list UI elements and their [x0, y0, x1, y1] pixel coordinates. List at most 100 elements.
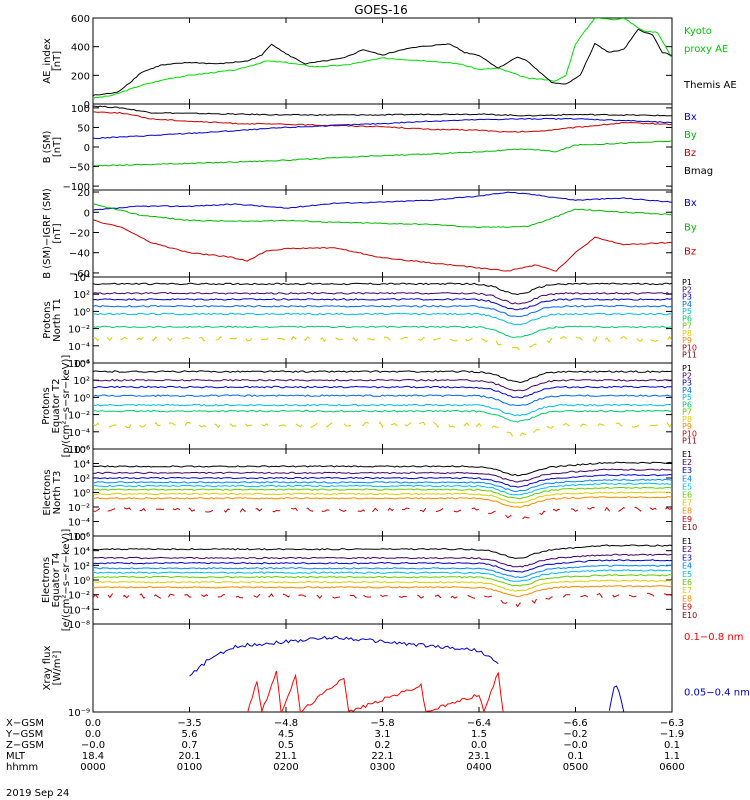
legend-item: P4 — [682, 300, 692, 309]
legend-item: P6 — [682, 400, 692, 409]
channel-line — [93, 585, 672, 598]
xaxis-value: 0.0 — [85, 718, 101, 729]
data-layer — [93, 18, 672, 100]
y-axis-label: Xray flux — [42, 646, 53, 691]
panel-frame — [92, 276, 673, 364]
legend-item: E1 — [682, 450, 692, 459]
y-tick-label: 400 — [71, 43, 90, 54]
data-layer — [93, 191, 672, 272]
channel-line — [93, 312, 672, 326]
y-tick-label: 600 — [71, 14, 90, 25]
legend-item: By — [684, 222, 697, 233]
y-tick-label: 10⁻⁴ — [68, 428, 90, 439]
y-tick-label: 10⁰ — [73, 307, 90, 318]
xaxis-value: 0.0 — [85, 729, 101, 740]
channel-line — [93, 559, 672, 573]
xaxis-value: −5.8 — [370, 718, 394, 729]
legend: Bx By Bz Bmag — [684, 112, 713, 177]
legend-item: E5 — [682, 482, 692, 491]
y-tick-label: 10⁻⁶ — [68, 445, 90, 456]
y-axis-label: Electrons — [42, 469, 53, 515]
channel-line — [93, 304, 672, 318]
series-line — [93, 18, 672, 100]
legend-item: Bmag — [684, 166, 713, 177]
channel-line — [93, 394, 672, 407]
xaxis-row-label: X−GSM — [6, 718, 44, 729]
xaxis-value: 0.2 — [375, 740, 391, 751]
legend-item: E7 — [682, 499, 692, 508]
y-axis-label: Protons — [41, 387, 52, 424]
xaxis-value: −6.6 — [563, 718, 587, 729]
channel-line — [93, 282, 672, 296]
panel-frame — [92, 189, 673, 278]
y-tick-label: 10² — [73, 376, 90, 387]
series-line — [93, 117, 672, 140]
legend-item: P8 — [682, 329, 692, 338]
y-tick-label: 10⁻² — [68, 591, 90, 602]
legend: Bx By Bz — [684, 198, 697, 258]
series-line — [93, 105, 672, 117]
panel-frame — [92, 103, 673, 191]
legend-item: proxy AE — [684, 44, 728, 55]
channel-line — [93, 298, 672, 311]
xaxis-table: X−GSM 0.0 −3.5 −4.8 −5.8 −6.4 −6.6 −6.3 Y−GSM 0.0… — [5, 718, 685, 773]
legend-item: Themis AE — [683, 80, 737, 91]
legend-item: P11 — [682, 437, 697, 446]
legend-item: E2 — [682, 545, 692, 554]
y-axis-label: B (SM)−IGRF (SM) — [42, 188, 53, 279]
y-tick-label: 10⁴ — [73, 273, 90, 284]
legend-item: P3 — [682, 293, 692, 302]
legend-item: By — [684, 130, 697, 141]
legend-item: P5 — [682, 393, 692, 402]
y-axis-label: [nT] — [52, 223, 63, 243]
channel-line — [93, 496, 672, 508]
legend-item: E2 — [682, 458, 692, 467]
data-layer — [189, 635, 625, 712]
panel-electrons_north: 10⁶ 10⁴ 10² 10⁰ 10⁻² 10⁻⁴ 10⁻⁶ Electrons North T… — [42, 445, 697, 543]
y-tick-label: 0 — [84, 100, 90, 111]
y-tick-label: 10² — [73, 474, 90, 485]
y-tick-label: 200 — [71, 71, 90, 82]
xaxis-value: 0300 — [370, 762, 395, 773]
xaxis-value: −0.0 — [81, 740, 105, 751]
xaxis-row-label: MLT — [6, 751, 26, 762]
xaxis-value: −6.3 — [660, 718, 684, 729]
data-layer — [93, 282, 672, 352]
legend-item: E5 — [682, 570, 692, 579]
legend-item: P7 — [682, 408, 692, 417]
channel-line — [93, 461, 672, 477]
channel-line — [93, 564, 672, 579]
xaxis-row-label: hhmm — [6, 762, 38, 773]
panel-electrons_equator: 10⁶ 10⁴ 10² 10⁰ 10⁻² 10⁻⁴ Electrons Equator T4[… — [41, 529, 697, 632]
xaxis-value: 0.5 — [278, 740, 294, 751]
legend: 0.1−0.8 nm 0.05−0.4 nm — [684, 632, 750, 699]
panel-frame — [92, 623, 673, 713]
y-axis-label: Equator T2 — [51, 379, 62, 434]
xaxis-value: 0.7 — [182, 740, 198, 751]
xaxis-value: 0400 — [466, 762, 491, 773]
y-tick-label: 10⁴ — [73, 547, 90, 558]
legend-item: E6 — [682, 491, 692, 500]
xaxis-value: 0.0 — [471, 740, 487, 751]
channel-line — [93, 579, 672, 592]
channel-line — [93, 574, 672, 587]
y-axis-label: [nT] — [52, 137, 63, 157]
xaxis-value: 18.4 — [82, 751, 104, 762]
legend-item: P4 — [682, 386, 692, 395]
y-tick-label: 50 — [77, 123, 90, 134]
legend-item: P3 — [682, 379, 692, 388]
legend-item: P2 — [682, 285, 692, 294]
y-tick-label: 10⁻⁴ — [68, 605, 90, 616]
channel-line — [93, 544, 672, 559]
panel-ae: 0 200 400 600 AE_index [nT] Kyoto proxy AE Themi… — [42, 14, 737, 111]
y-tick-label: 10⁶ — [73, 532, 90, 543]
y-tick-label: 10⁰ — [73, 576, 90, 587]
y-tick-label: 10⁶ — [73, 445, 90, 456]
series-line — [93, 191, 672, 211]
channel-line — [93, 592, 672, 608]
legend-item: Bx — [684, 198, 697, 209]
